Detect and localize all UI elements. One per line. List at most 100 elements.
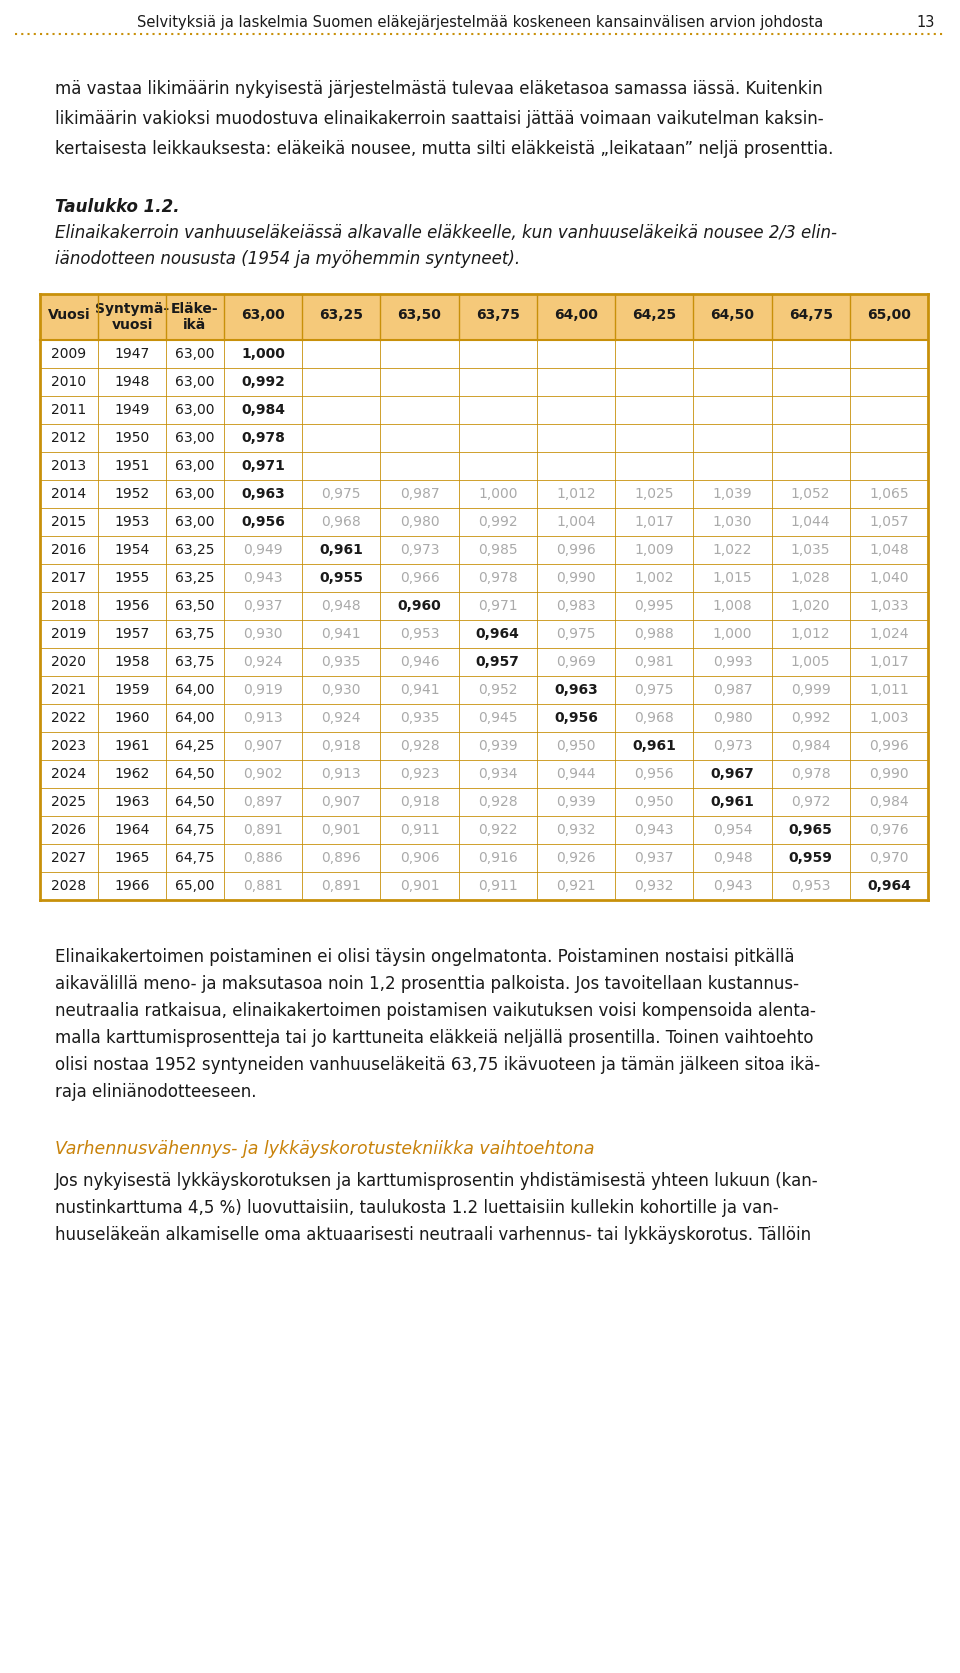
- Text: 1,020: 1,020: [791, 599, 830, 612]
- Text: 1,012: 1,012: [556, 487, 596, 500]
- Text: 63,00: 63,00: [176, 487, 215, 500]
- Text: 0,978: 0,978: [791, 766, 830, 781]
- Text: 0,949: 0,949: [243, 544, 283, 557]
- Text: mä vastaa likimäärin nykyisestä järjestelmästä tulevaa eläketasoa samassa iässä.: mä vastaa likimäärin nykyisestä järjeste…: [55, 80, 823, 99]
- Text: 0,987: 0,987: [399, 487, 440, 500]
- Text: 1962: 1962: [114, 766, 150, 781]
- Text: 0,999: 0,999: [791, 683, 830, 698]
- Text: 0,968: 0,968: [322, 515, 361, 529]
- Text: 2013: 2013: [52, 458, 86, 473]
- Text: 0,983: 0,983: [556, 599, 596, 612]
- Text: 1955: 1955: [114, 570, 150, 586]
- Text: 1,017: 1,017: [869, 656, 909, 669]
- Text: 1950: 1950: [114, 432, 150, 445]
- Text: 0,973: 0,973: [399, 544, 440, 557]
- Text: likimäärin vakioksi muodostuva elinaikakerroin saattaisi jättää voimaan vaikutel: likimäärin vakioksi muodostuva elinaikak…: [55, 110, 824, 129]
- Text: 2023: 2023: [52, 739, 86, 753]
- Text: 1951: 1951: [114, 458, 150, 473]
- Text: 1,000: 1,000: [478, 487, 517, 500]
- Text: 1,011: 1,011: [869, 683, 909, 698]
- Text: 2026: 2026: [52, 823, 86, 836]
- Text: 0,957: 0,957: [476, 656, 519, 669]
- Text: olisi nostaa 1952 syntyneiden vanhuuseläkeitä 63,75 ikävuoteen ja tämän jälkeen : olisi nostaa 1952 syntyneiden vanhuuselä…: [55, 1056, 820, 1074]
- Text: neutraalia ratkaisua, elinaikakertoimen poistamisen vaikutuksen voisi kompensoid: neutraalia ratkaisua, elinaikakertoimen …: [55, 1002, 816, 1021]
- Text: 0,881: 0,881: [243, 878, 283, 893]
- Text: 0,937: 0,937: [635, 852, 674, 865]
- Text: 0,966: 0,966: [399, 570, 440, 586]
- Text: Varhennusvähennys- ja lykkäyskorotustekniikka vaihtoehtona: Varhennusvähennys- ja lykkäyskorotustekn…: [55, 1139, 594, 1158]
- Text: kertaisesta leikkauksesta: eläkeikä nousee, mutta silti eläkkeistä „leikataan” n: kertaisesta leikkauksesta: eläkeikä nous…: [55, 141, 833, 157]
- Text: 0,960: 0,960: [397, 599, 442, 612]
- Text: 0,924: 0,924: [322, 711, 361, 724]
- Text: 0,918: 0,918: [399, 795, 440, 810]
- Text: 0,928: 0,928: [399, 739, 440, 753]
- Text: 1,003: 1,003: [869, 711, 908, 724]
- Text: 1,012: 1,012: [791, 627, 830, 641]
- Text: 0,939: 0,939: [556, 795, 596, 810]
- Text: 0,891: 0,891: [322, 878, 361, 893]
- Text: 0,968: 0,968: [635, 711, 674, 724]
- Text: 0,956: 0,956: [554, 711, 598, 724]
- Text: 0,924: 0,924: [244, 656, 283, 669]
- Text: 2024: 2024: [52, 766, 86, 781]
- Text: 1,065: 1,065: [869, 487, 909, 500]
- Text: 0,980: 0,980: [712, 711, 753, 724]
- Text: 63,00: 63,00: [176, 403, 215, 417]
- Text: 64,75: 64,75: [789, 308, 832, 321]
- Text: 0,955: 0,955: [320, 570, 363, 586]
- Text: 0,961: 0,961: [710, 795, 755, 810]
- Text: 65,00: 65,00: [867, 308, 911, 321]
- Text: 0,964: 0,964: [476, 627, 519, 641]
- Text: 0,980: 0,980: [399, 515, 440, 529]
- Text: huuseläkeän alkamiselle oma aktuaarisesti neutraali varhennus- tai lykkäyskorotu: huuseläkeän alkamiselle oma aktuaarisest…: [55, 1226, 811, 1245]
- Text: 0,897: 0,897: [243, 795, 283, 810]
- Text: 1961: 1961: [114, 739, 150, 753]
- Text: 1965: 1965: [114, 852, 150, 865]
- Text: 2017: 2017: [52, 570, 86, 586]
- Text: 1,008: 1,008: [712, 599, 753, 612]
- Text: 64,50: 64,50: [710, 308, 755, 321]
- Text: 0,950: 0,950: [635, 795, 674, 810]
- Text: 0,950: 0,950: [556, 739, 596, 753]
- Text: 0,987: 0,987: [712, 683, 753, 698]
- Text: 0,963: 0,963: [554, 683, 598, 698]
- Text: 0,959: 0,959: [789, 852, 832, 865]
- Text: 1963: 1963: [114, 795, 150, 810]
- Text: 0,993: 0,993: [712, 656, 753, 669]
- Text: 0,969: 0,969: [556, 656, 596, 669]
- Text: 1,030: 1,030: [712, 515, 753, 529]
- Text: 63,50: 63,50: [397, 308, 442, 321]
- Text: 2016: 2016: [52, 544, 86, 557]
- Text: 0,975: 0,975: [556, 627, 596, 641]
- Text: 0,932: 0,932: [635, 878, 674, 893]
- Text: 1,052: 1,052: [791, 487, 830, 500]
- Text: 63,00: 63,00: [241, 308, 285, 321]
- Text: 1,044: 1,044: [791, 515, 830, 529]
- Text: 0,954: 0,954: [712, 823, 753, 836]
- Text: 1954: 1954: [114, 544, 150, 557]
- Text: 0,992: 0,992: [241, 375, 285, 390]
- Text: Selvityksiä ja laskelmia Suomen eläkejärjestelmää koskeneen kansainvälisen arvio: Selvityksiä ja laskelmia Suomen eläkejär…: [137, 15, 823, 30]
- Text: 0,922: 0,922: [478, 823, 517, 836]
- Text: 1,024: 1,024: [869, 627, 908, 641]
- Text: Elinaikakerroin vanhuuseläkeiässä alkavalle eläkkeelle, kun vanhuuseläkeikä nous: Elinaikakerroin vanhuuseläkeiässä alkava…: [55, 224, 837, 243]
- Text: 1,005: 1,005: [791, 656, 830, 669]
- Text: 63,00: 63,00: [176, 432, 215, 445]
- Text: 0,978: 0,978: [478, 570, 517, 586]
- Text: 0,932: 0,932: [556, 823, 596, 836]
- Text: 0,971: 0,971: [241, 458, 285, 473]
- Text: 0,961: 0,961: [633, 739, 676, 753]
- Text: 0,941: 0,941: [322, 627, 361, 641]
- Text: 2027: 2027: [52, 852, 86, 865]
- Text: ikä: ikä: [183, 318, 206, 331]
- Text: 1952: 1952: [114, 487, 150, 500]
- Text: 0,906: 0,906: [399, 852, 440, 865]
- Text: 0,928: 0,928: [478, 795, 517, 810]
- Text: 1,002: 1,002: [635, 570, 674, 586]
- Text: 0,944: 0,944: [556, 766, 596, 781]
- Text: 1948: 1948: [114, 375, 150, 390]
- Text: 0,985: 0,985: [478, 544, 517, 557]
- Text: 0,972: 0,972: [791, 795, 830, 810]
- Text: 1949: 1949: [114, 403, 150, 417]
- Text: 0,913: 0,913: [322, 766, 361, 781]
